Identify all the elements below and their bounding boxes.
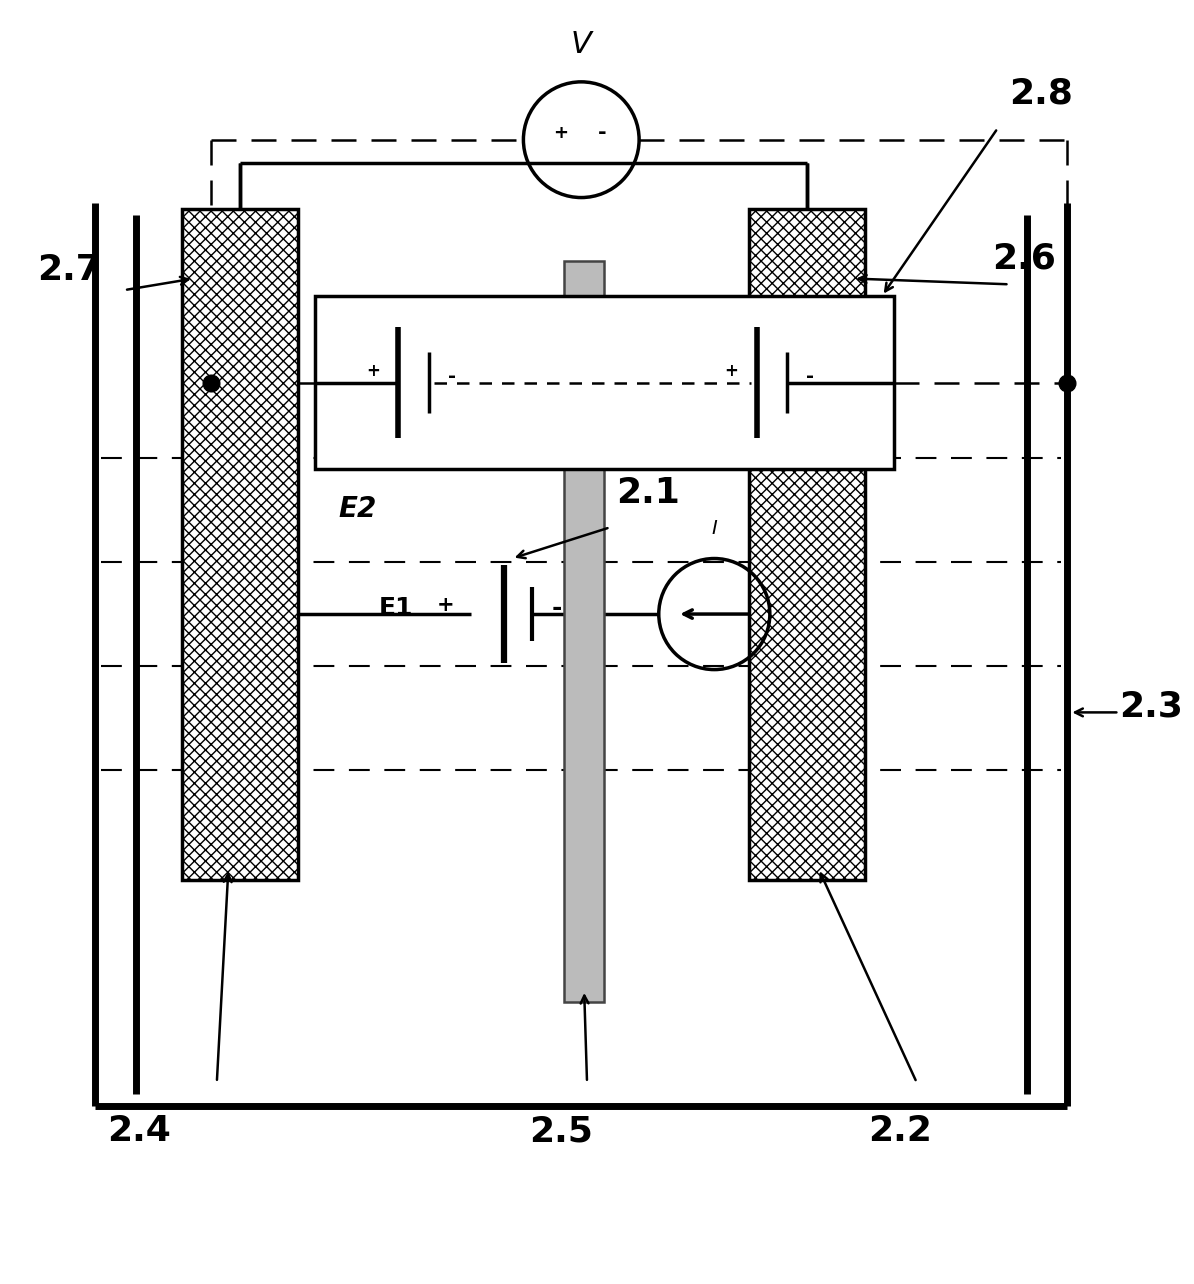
Text: 2.4: 2.4 <box>107 1115 171 1148</box>
Text: V: V <box>571 30 592 59</box>
Bar <box>183 209 297 880</box>
Text: -: - <box>598 123 607 143</box>
Text: -: - <box>448 367 456 386</box>
Text: 2.3: 2.3 <box>1119 690 1183 724</box>
Text: +: + <box>553 123 568 141</box>
Text: 2.1: 2.1 <box>616 476 679 510</box>
Text: I: I <box>712 519 718 538</box>
Text: -: - <box>806 367 814 386</box>
Text: 2.5: 2.5 <box>529 1115 593 1148</box>
Bar <box>749 209 864 880</box>
Text: 2.6: 2.6 <box>992 241 1055 276</box>
Text: E2: E2 <box>338 494 376 523</box>
Text: 2.2: 2.2 <box>868 1115 933 1148</box>
Text: +: + <box>437 594 455 615</box>
Text: E1: E1 <box>378 596 413 620</box>
Bar <box>315 295 893 470</box>
Text: +: + <box>725 362 739 380</box>
Text: 2.8: 2.8 <box>1009 77 1073 110</box>
Bar <box>564 261 604 1002</box>
Text: +: + <box>367 362 380 380</box>
Text: -: - <box>552 596 562 620</box>
Text: 2.7: 2.7 <box>37 253 101 288</box>
